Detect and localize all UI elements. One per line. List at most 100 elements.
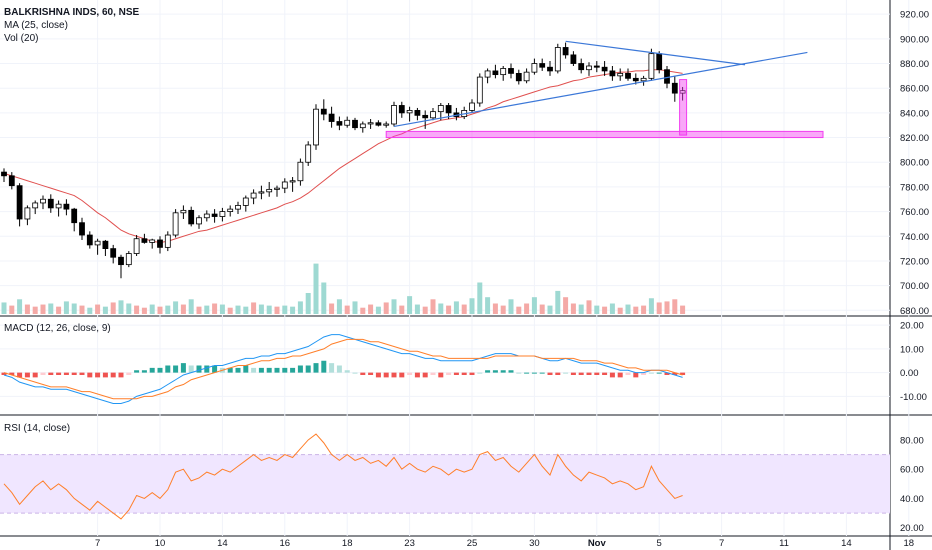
time-tick-label: 11 xyxy=(779,538,789,549)
macd-histogram-bar xyxy=(414,372,420,378)
candle-down xyxy=(422,114,429,119)
volume-bar xyxy=(555,290,561,314)
volume-bar xyxy=(227,307,233,314)
macd-histogram-bar xyxy=(24,372,30,378)
time-tick-label: 16 xyxy=(280,538,291,549)
macd-histogram-bar xyxy=(422,372,428,378)
drawings[interactable] xyxy=(385,40,824,139)
candle-up xyxy=(219,211,226,217)
macd-histogram-bar xyxy=(110,372,116,378)
volume-bar xyxy=(102,306,108,314)
rsi-legend[interactable]: RSI (14, close) xyxy=(4,423,71,434)
volume-bar xyxy=(383,302,389,314)
rsi-tick-label: 40.00 xyxy=(900,494,924,505)
volume-bar xyxy=(516,306,522,314)
macd-histogram-bar xyxy=(180,363,186,373)
candle-down xyxy=(508,68,514,74)
macd-tick-label: 10.00 xyxy=(900,344,924,355)
volume-bar xyxy=(48,303,54,314)
price-axis[interactable]: 920.00 900.00 880.00 860.00 840.00 820.00 800.… xyxy=(900,10,929,535)
candle-up xyxy=(469,102,475,111)
macd-histogram-bar xyxy=(648,372,654,374)
time-axis[interactable]: 7 10 14 16 18 23 25 30 Nov 5 7 11 14 18 xyxy=(95,538,914,549)
volume-bar xyxy=(24,304,30,314)
candle-up xyxy=(383,123,390,126)
volume-bar xyxy=(305,293,311,314)
macd-histogram-bar xyxy=(399,372,405,378)
candle-up xyxy=(531,63,538,73)
price-tick-label: 740.00 xyxy=(900,232,929,243)
macd-histogram-bar xyxy=(531,372,537,374)
candle-up xyxy=(476,76,483,104)
volume-bar xyxy=(672,299,678,314)
macd-histogram-bar xyxy=(594,372,600,375)
volume-bar xyxy=(297,301,303,314)
volume-bar xyxy=(609,303,615,314)
candle-down xyxy=(570,54,577,64)
candle-down xyxy=(578,63,585,71)
volume-bar xyxy=(204,305,210,314)
volume-bar xyxy=(547,305,553,314)
macd-histogram-bar xyxy=(157,367,163,373)
candle-up xyxy=(242,197,249,206)
time-tick-label: 23 xyxy=(404,538,415,549)
volume-bar xyxy=(492,303,498,314)
volume-bar xyxy=(40,304,46,314)
candle-up xyxy=(227,208,234,212)
volume-bar xyxy=(126,303,132,314)
candle-down xyxy=(664,69,670,84)
macd-histogram-bar xyxy=(680,372,686,375)
macd-histogram-bar xyxy=(141,370,147,373)
candle-down xyxy=(320,108,327,115)
macd-histogram-bar xyxy=(87,372,93,378)
candle-down xyxy=(47,198,54,209)
macd-histogram-bar xyxy=(79,372,85,375)
macd-histogram-bar xyxy=(508,370,514,373)
signal-line xyxy=(3,338,683,400)
candle-down xyxy=(79,222,85,236)
candle-down xyxy=(141,238,148,243)
macd-histogram-bar xyxy=(360,372,366,375)
candle-down xyxy=(562,47,569,56)
volume-bar xyxy=(633,306,639,314)
macd-histogram-bar xyxy=(344,370,350,373)
candle-down xyxy=(445,105,452,114)
macd-histogram-bar xyxy=(453,372,459,375)
macd-histogram-bar xyxy=(196,365,202,373)
volume-bar xyxy=(266,305,272,314)
price-tick-label: 720.00 xyxy=(900,256,929,267)
price-tick-label: 860.00 xyxy=(900,84,929,95)
volume-legend[interactable]: Vol (20) xyxy=(4,33,39,44)
volume-bar xyxy=(531,297,537,314)
macd-histogram-bar xyxy=(274,367,280,373)
candle-down xyxy=(609,70,616,77)
candlesticks xyxy=(1,42,686,279)
volume-bar xyxy=(438,303,444,314)
candle-down xyxy=(632,77,639,82)
volume-bar xyxy=(360,307,366,314)
volume-bar xyxy=(219,304,225,314)
volume-bars xyxy=(1,263,686,314)
time-tick-label: 30 xyxy=(529,538,540,549)
volume-bar xyxy=(1,302,7,314)
volume-bar xyxy=(32,306,38,314)
macd-histogram-bar xyxy=(1,372,7,375)
price-tick-label: 680.00 xyxy=(900,306,929,317)
candle-down xyxy=(593,65,600,68)
macd-legend[interactable]: MACD (12, 26, close, 9) xyxy=(4,323,111,334)
candle-down xyxy=(8,175,15,187)
volume-bar xyxy=(79,305,85,314)
macd-histogram-bar xyxy=(633,372,639,378)
volume-bar xyxy=(602,306,608,314)
candle-up xyxy=(203,213,210,219)
macd-histogram-bar xyxy=(375,372,381,378)
volume-bar xyxy=(118,300,124,314)
volume-bar xyxy=(664,301,670,314)
volume-bar xyxy=(243,306,249,314)
price-tick-label: 760.00 xyxy=(900,207,929,218)
volume-bar xyxy=(524,303,530,314)
ma-legend[interactable]: MA (25, close) xyxy=(4,20,68,31)
time-tick-label: 14 xyxy=(841,538,852,549)
macd-histogram-bar xyxy=(438,372,444,378)
